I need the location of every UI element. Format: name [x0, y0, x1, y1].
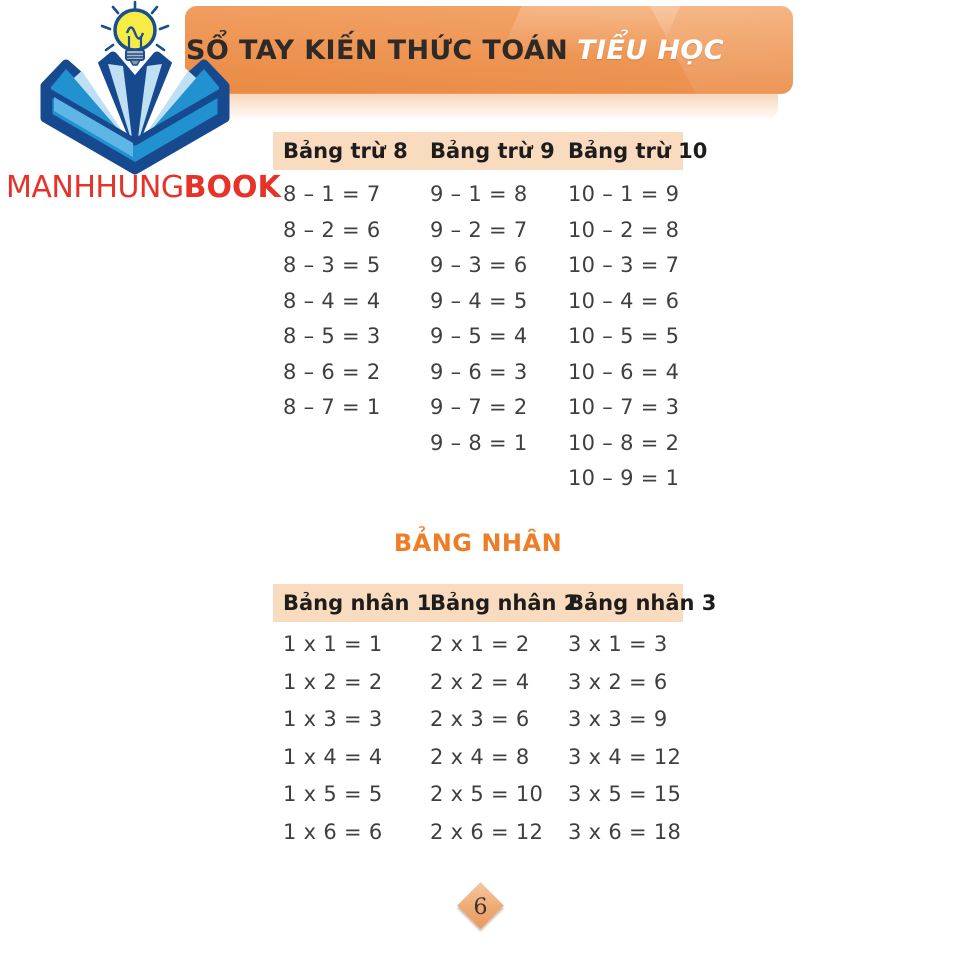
equation-cell: 9 – 1 = 8: [430, 182, 528, 206]
equation-cell: 3 x 1 = 3: [568, 632, 668, 656]
brand-name-bold: BOOK: [183, 170, 281, 205]
equation-column: 3 x 1 = 3 3 x 2 = 6 3 x 3 = 9 3 x 4 = 12 3 x…: [558, 622, 683, 851]
equation-cell: 2 x 1 = 2: [430, 632, 530, 656]
equation-cell: 9 – 8 = 1: [430, 430, 528, 455]
equation-cell: 10 – 6 = 4: [568, 359, 680, 384]
equation-cell: 1 x 2 = 2: [283, 669, 383, 694]
equation-cell: 10 – 8 = 2: [568, 430, 680, 455]
equation-cell: 1 x 4 = 4: [283, 744, 383, 769]
equation-cell: 1 x 1 = 1: [283, 632, 383, 656]
multiplication-table-header: Bảng nhân 1 Bảng nhân 2 Bảng nhân 3: [273, 584, 717, 622]
publisher-logo: [40, 0, 230, 175]
equation-cell: 1 x 6 = 6: [283, 819, 383, 844]
equation-cell: 3 x 4 = 12: [568, 744, 682, 769]
equation-cell: 10 – 2 = 8: [568, 217, 680, 242]
equation-column: 2 x 1 = 2 2 x 2 = 4 2 x 3 = 6 2 x 4 = 8 2 x …: [420, 622, 558, 851]
equation-cell: 8 – 6 = 2: [283, 359, 381, 384]
column-header: Bảng trừ 8: [283, 139, 408, 163]
equation-cell: 9 – 3 = 6: [430, 253, 528, 277]
equation-cell: 9 – 6 = 3: [430, 359, 528, 384]
column-header: Bảng trừ 9: [430, 139, 555, 163]
equation-cell: 8 – 4 = 4: [283, 288, 381, 313]
equation-cell: 1 x 3 = 3: [283, 707, 383, 731]
subtraction-table-body: 8 – 1 = 7 8 – 2 = 6 8 – 3 = 5 8 – 4 = 4 8 – …: [273, 170, 683, 497]
equation-cell: 2 x 4 = 8: [430, 744, 530, 769]
equation-cell: 3 x 3 = 9: [568, 707, 668, 731]
banner-reflection: [200, 93, 778, 121]
multiplication-table: Bảng nhân 1 Bảng nhân 2 Bảng nhân 3 1 x 1 …: [273, 584, 717, 851]
equation-cell: 10 – 4 = 6: [568, 288, 680, 313]
equation-cell: 9 – 7 = 2: [430, 395, 528, 419]
lightbulb-icon: [113, 8, 157, 66]
book-title-accent: TIỂU HỌC: [577, 34, 724, 66]
equation-cell: 3 x 2 = 6: [568, 669, 668, 694]
equation-cell: 3 x 6 = 18: [568, 819, 682, 844]
header-banner: [185, 6, 696, 94]
equation-cell: 8 – 5 = 3: [283, 324, 381, 348]
equation-cell: 2 x 3 = 6: [430, 707, 530, 731]
multiplication-table-body: 1 x 1 = 1 1 x 2 = 2 1 x 3 = 3 1 x 4 = 4 1 x …: [273, 622, 683, 851]
column-header: Bảng nhân 3: [568, 591, 717, 615]
equation-cell: 2 x 6 = 12: [430, 819, 544, 844]
equation-cell: 10 – 1 = 9: [568, 182, 680, 206]
column-header: Bảng nhân 1: [283, 591, 432, 615]
equation-column: 10 – 1 = 9 10 – 2 = 8 10 – 3 = 7 10 – 4 = 6…: [558, 170, 683, 497]
publisher-wordmark: MANHHUNGBOOK: [6, 170, 291, 205]
book-title-main: SỔ TAY KIẾN THỨC TOÁN: [186, 34, 569, 66]
equation-cell: 2 x 2 = 4: [430, 669, 530, 694]
equation-cell: 9 – 2 = 7: [430, 217, 528, 242]
equation-column: 8 – 1 = 7 8 – 2 = 6 8 – 3 = 5 8 – 4 = 4 8 – …: [273, 170, 420, 497]
banner-gloss-highlight: [500, 6, 680, 56]
subtraction-table-header: Bảng trừ 8 Bảng trừ 9 Bảng trừ 10: [273, 132, 708, 170]
equation-cell: 8 – 7 = 1: [283, 395, 381, 419]
open-book-icon: [40, 51, 230, 175]
equation-cell: 3 x 5 = 15: [568, 782, 682, 806]
column-header: Bảng trừ 10: [568, 139, 708, 163]
section-heading: BẢNG NHÂN: [393, 529, 563, 557]
equation-cell: 8 – 1 = 7: [283, 182, 381, 206]
equation-cell: 8 – 2 = 6: [283, 217, 381, 242]
equation-cell: 9 – 5 = 4: [430, 324, 528, 348]
equation-cell: 8 – 3 = 5: [283, 253, 381, 277]
equation-cell: 9 – 4 = 5: [430, 288, 528, 313]
book-title: SỔ TAY KIẾN THỨC TOÁN TIỂU HỌC: [185, 6, 725, 94]
equation-cell: 10 – 5 = 5: [568, 324, 680, 348]
equation-column: 9 – 1 = 8 9 – 2 = 7 9 – 3 = 6 9 – 4 = 5 9 – …: [420, 170, 558, 497]
equation-cell: 1 x 5 = 5: [283, 782, 383, 806]
column-header: Bảng nhân 2: [430, 591, 579, 615]
brand-name-light: MANHHUNG: [6, 170, 184, 205]
equation-column: 1 x 1 = 1 1 x 2 = 2 1 x 3 = 3 1 x 4 = 4 1 x …: [273, 622, 420, 851]
equation-cell: 2 x 5 = 10: [430, 782, 544, 806]
lightbulb-rays-icon: [100, 0, 170, 52]
equation-cell: 10 – 3 = 7: [568, 253, 680, 277]
equation-cell: 10 – 7 = 3: [568, 395, 680, 419]
subtraction-table: Bảng trừ 8 Bảng trừ 9 Bảng trừ 10 8 – 1 = …: [273, 132, 708, 497]
page-number: 6: [473, 895, 488, 920]
equation-cell: 10 – 9 = 1: [568, 466, 680, 490]
